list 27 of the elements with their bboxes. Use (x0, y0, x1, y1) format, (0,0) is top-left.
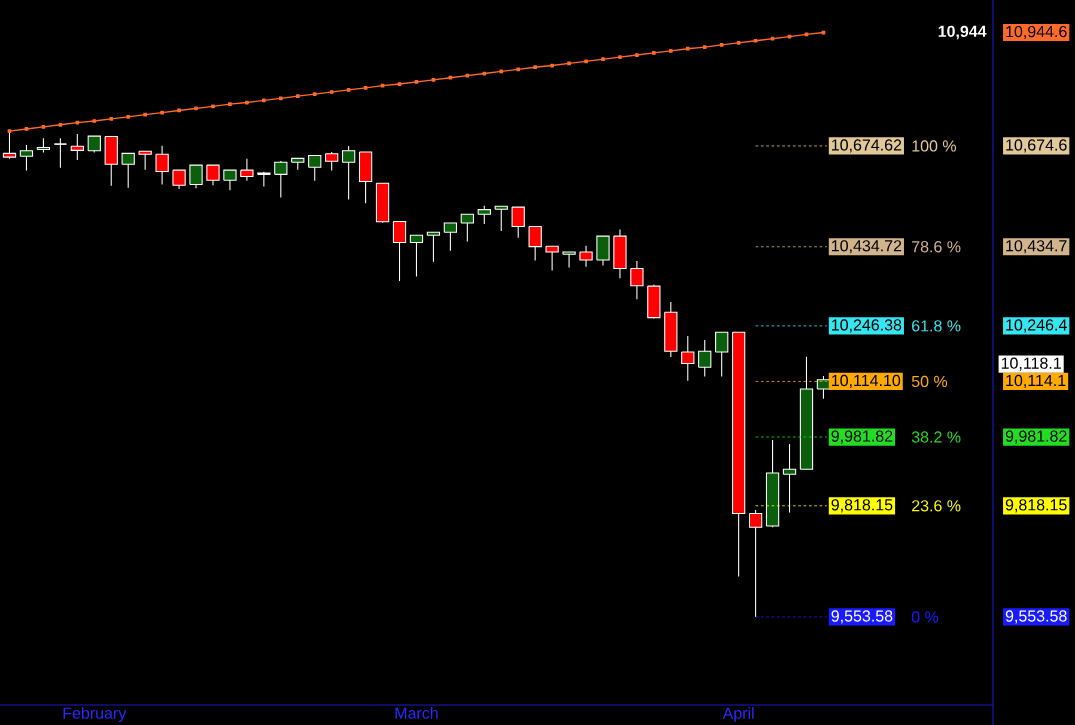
y-tick-label: 10,114.1 (1006, 374, 1066, 389)
text: 38.2 % (911, 431, 961, 443)
ref-line-label: 9,553.58 (831, 610, 893, 624)
text: 50 % (911, 375, 948, 388)
x-tick-label: March (395, 707, 438, 719)
y-tick-label: 9,818.15 (1005, 499, 1067, 513)
y-tick-label: 10,246.4 (1006, 319, 1067, 333)
ref-line-label: 10,114.10 (832, 374, 901, 389)
text: 10,944 (938, 25, 987, 40)
text: 100 % (912, 140, 957, 152)
text: 61.8 % (912, 320, 961, 332)
ref-line-label: 9,981.82 (831, 430, 893, 444)
x-tick-label: February (63, 707, 127, 722)
text: 78.6 % (912, 241, 961, 253)
ref-line-label: 10,246.38 (832, 319, 902, 333)
text: 0 % (911, 611, 939, 623)
ref-line-label: 9,818.15 (831, 499, 893, 513)
ref-line-label: 10,434.72 (832, 240, 902, 254)
text: 23.6 % (912, 500, 961, 512)
text: 10,118.1 (1001, 357, 1061, 371)
ref-line-label: 10,674.62 (832, 139, 902, 153)
y-tick-label: 10,944.6 (1006, 25, 1067, 40)
y-tick-label: 9,553.58 (1005, 610, 1067, 624)
x-tick-label: April (722, 707, 754, 722)
y-tick-label: 10,674.6 (1006, 139, 1067, 153)
y-tick-label: 9,981.82 (1005, 430, 1067, 444)
y-tick-label: 10,434.7 (1006, 240, 1067, 254)
